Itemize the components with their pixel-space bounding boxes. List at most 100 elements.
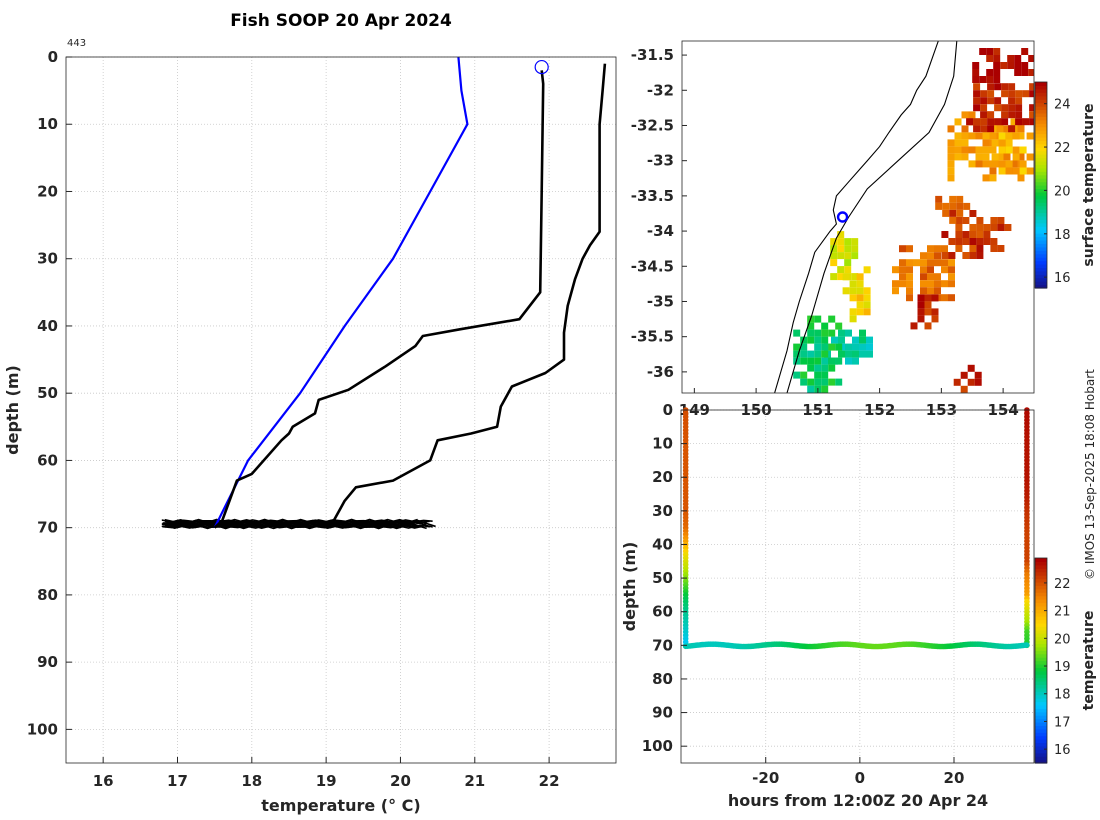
sst-pixel — [1003, 125, 1011, 133]
sst-pixel — [830, 273, 838, 281]
temp-colorbar-segment — [1035, 633, 1047, 638]
sst-pixel — [1019, 167, 1027, 175]
sst-pixel — [1005, 167, 1013, 175]
profile-y-tick-label: 90 — [37, 653, 58, 671]
sst-colorbar-segment — [1035, 260, 1047, 265]
sst-pixel — [961, 125, 969, 133]
sst-pixel — [961, 153, 969, 161]
sst-pixel — [1001, 111, 1009, 119]
sst-pixel — [1017, 125, 1025, 133]
sst-pixel — [807, 385, 815, 393]
temp-colorbar-segment — [1035, 622, 1047, 627]
sst-pixel — [844, 245, 852, 253]
temp-colorbar-segment — [1035, 701, 1047, 706]
sst-colorbar-segment — [1035, 209, 1047, 214]
sst-pixel — [924, 322, 932, 330]
temp-colorbar-segment — [1035, 677, 1047, 682]
sst-pixel — [837, 273, 845, 281]
sst-pixel — [1008, 125, 1016, 133]
sst-pixel — [924, 308, 932, 316]
sst-colorbar-segment — [1035, 198, 1047, 203]
sst-pixel — [920, 280, 927, 288]
sst-pixel — [955, 217, 963, 224]
sst-colorbar-segment — [1035, 85, 1047, 90]
sst-colorbar-tick-label: 20 — [1054, 184, 1071, 199]
sst-pixel — [993, 62, 1001, 69]
sst-pixel — [1029, 104, 1034, 112]
sst-pixel — [1001, 83, 1009, 91]
sst-pixel — [927, 287, 934, 295]
sst-pixel — [1017, 132, 1025, 140]
sst-pixel — [1003, 153, 1011, 161]
ts-y-tick-label: 100 — [642, 737, 673, 755]
sst-pixel — [934, 245, 941, 253]
sst-colorbar-segment — [1035, 130, 1047, 135]
sst-pixel — [814, 357, 822, 365]
sst-pixel — [793, 350, 801, 358]
sst-pixel — [1005, 139, 1013, 147]
temp-colorbar-label: temperature — [1081, 611, 1097, 711]
temp-colorbar-segment — [1035, 619, 1047, 624]
sst-pixel — [924, 294, 932, 302]
sst-pixel — [1029, 83, 1034, 91]
sst-pixel — [935, 202, 943, 210]
profile-y-tick-label: 0 — [48, 48, 58, 66]
sst-pixel — [941, 231, 949, 238]
temp-colorbar-segment — [1035, 650, 1047, 655]
sst-pixel — [969, 252, 977, 259]
ts-y-tick-label: 30 — [652, 502, 673, 520]
profile-y-label: depth (m) — [3, 365, 22, 455]
sst-pixel — [906, 273, 913, 281]
sst-pixel — [1022, 90, 1030, 98]
temp-colorbar-segment — [1035, 657, 1047, 662]
sst-pixel — [814, 371, 822, 379]
sst-colorbar-segment — [1035, 112, 1047, 117]
sst-pixel — [837, 238, 845, 246]
temp-colorbar-segment — [1035, 571, 1047, 576]
temp-colorbar-segment — [1035, 674, 1047, 679]
sst-pixel — [962, 252, 970, 259]
temp-colorbar-segment — [1035, 715, 1047, 720]
ts-y-tick-label: 10 — [652, 435, 673, 453]
sst-pixel — [941, 280, 948, 288]
sst-pixel — [1026, 167, 1034, 175]
sst-colorbar-segment — [1035, 219, 1047, 224]
sst-pixel — [998, 146, 1006, 154]
sst-pixel — [821, 322, 829, 330]
sst-patch — [972, 48, 1034, 83]
profile-x-tick-label: 18 — [241, 772, 262, 790]
sst-pixel — [863, 294, 871, 302]
sst-pixel — [973, 97, 981, 105]
sst-colorbar-segment — [1035, 202, 1047, 207]
sst-pixel — [961, 139, 969, 147]
sst-colorbar-segment — [1035, 123, 1047, 128]
sst-colorbar-segment — [1035, 267, 1047, 272]
sst-pixel — [955, 238, 963, 245]
sst-pixel — [830, 245, 838, 253]
sst-pixel — [830, 238, 838, 246]
sst-colorbar-segment — [1035, 222, 1047, 227]
map-lat-tick-label: -33.5 — [631, 187, 674, 205]
sst-colorbar-segment — [1035, 164, 1047, 169]
profile-x-tick-label: 22 — [539, 772, 560, 790]
sst-patch — [910, 294, 939, 330]
sst-pixel — [1021, 69, 1029, 76]
profile-y-tick-label: 20 — [37, 182, 58, 200]
temp-colorbar-segment — [1035, 708, 1047, 713]
bottom-band-trace — [164, 518, 418, 524]
sst-pixel — [993, 76, 1001, 83]
sst-pixel — [924, 301, 932, 309]
sst-pixel — [982, 160, 990, 168]
sst-pixel — [994, 104, 1002, 112]
sst-pixel — [906, 287, 913, 295]
sst-pixel — [987, 97, 995, 105]
sst-pixel — [800, 371, 808, 379]
temp-colorbar-segment — [1035, 660, 1047, 665]
sst-pixel — [807, 378, 815, 386]
sst-colorbar-tick-label: 22 — [1054, 141, 1071, 156]
temp-colorbar-segment — [1035, 691, 1047, 696]
sst-colorbar-segment — [1035, 243, 1047, 248]
sst-pixel — [989, 160, 997, 168]
sst-pixel — [1026, 132, 1034, 140]
sst-colorbar-segment — [1035, 205, 1047, 210]
